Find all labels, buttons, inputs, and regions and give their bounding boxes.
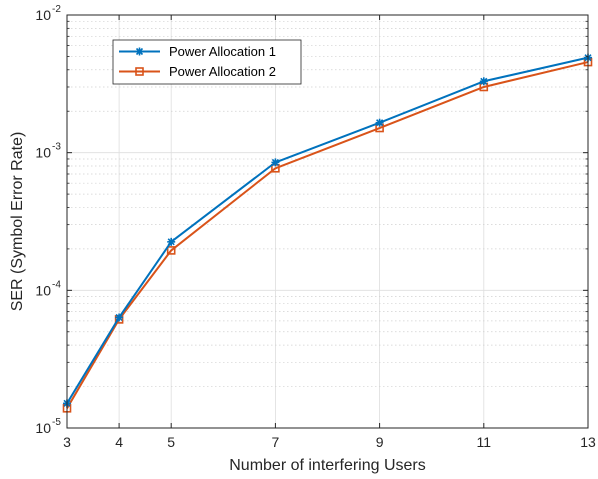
y-tick-label: 10 xyxy=(35,420,51,436)
x-tick-label: 3 xyxy=(63,434,71,450)
x-tick-label: 7 xyxy=(272,434,280,450)
x-tick-labels: 3 4 5 7 9 11 13 xyxy=(63,434,596,450)
y-tick-labels: 10-510-410-310-2 xyxy=(35,4,61,436)
tick-marks xyxy=(66,15,589,429)
x-tick-label: 11 xyxy=(477,434,492,450)
legend-box xyxy=(112,39,302,85)
y-axis-label: SER (Symbol Error Rate) xyxy=(9,132,26,312)
y-tick-exponent: -3 xyxy=(52,142,61,153)
legend-label-1: Power Allocation 1 xyxy=(169,44,276,59)
legend-items: Power Allocation 1 Power Allocation 2 xyxy=(119,44,276,79)
series-1-point xyxy=(115,313,124,322)
series-1-point xyxy=(375,118,384,127)
plot-border xyxy=(66,14,589,429)
y-tick-exponent: -5 xyxy=(52,417,61,428)
series-1-point xyxy=(479,77,488,86)
legend: Power Allocation 1 Power Allocation 2 xyxy=(112,39,302,85)
legend-label-2: Power Allocation 2 xyxy=(169,64,276,79)
x-tick-label: 9 xyxy=(376,434,384,450)
y-tick-label: 10 xyxy=(35,282,51,298)
x-tick-label: 13 xyxy=(580,434,596,450)
x-axis-label: Number of interfering Users xyxy=(229,457,426,474)
series-1-point xyxy=(271,158,280,167)
x-tick-label: 5 xyxy=(167,434,175,450)
legend-marker-1 xyxy=(135,47,144,56)
y-tick-exponent: -4 xyxy=(52,279,61,290)
series-2-point xyxy=(166,246,176,255)
y-tick-label: 10 xyxy=(35,7,51,23)
series-1-point xyxy=(167,237,176,246)
y-tick-label: 10 xyxy=(35,145,51,161)
y-tick-exponent: -2 xyxy=(52,4,61,15)
x-tick-label: 4 xyxy=(115,434,123,450)
legend-marker-2 xyxy=(135,67,144,76)
